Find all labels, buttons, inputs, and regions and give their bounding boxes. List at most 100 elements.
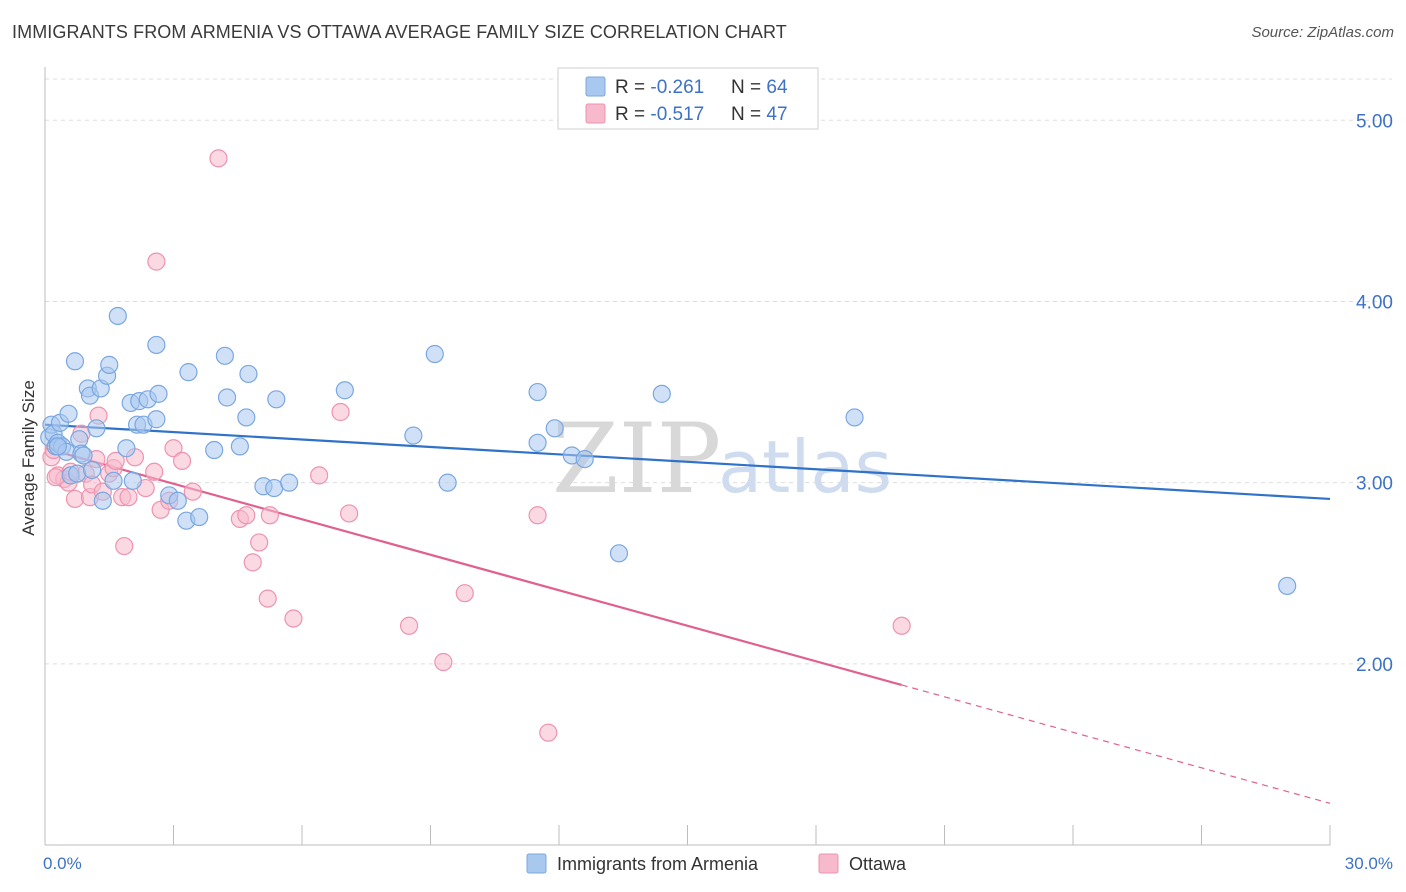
ottawa-point bbox=[243, 553, 262, 572]
ottawa-point bbox=[172, 451, 192, 471]
armenia-point bbox=[205, 440, 224, 460]
ottawa-point bbox=[260, 506, 279, 525]
ottawa-point bbox=[46, 468, 65, 487]
ottawa-point bbox=[455, 584, 474, 603]
armenia-point bbox=[267, 390, 286, 409]
ottawa-point bbox=[892, 616, 911, 635]
armenia-point bbox=[230, 437, 249, 456]
ottawa-point bbox=[145, 462, 164, 481]
svg-text:R = -0.517: R = -0.517 bbox=[615, 104, 704, 125]
armenia-point bbox=[74, 446, 93, 465]
ottawa-point bbox=[331, 402, 350, 422]
legend-r-label-2: R = bbox=[615, 104, 650, 125]
bottom-legend-swatch-ottawa bbox=[818, 853, 839, 874]
ottawa-point bbox=[237, 506, 256, 525]
ottawa-point bbox=[65, 489, 85, 509]
armenia-point bbox=[48, 437, 67, 456]
armenia-point bbox=[108, 306, 127, 326]
ottawa-point bbox=[147, 252, 166, 271]
armenia-point bbox=[528, 433, 547, 452]
stats-legend: R = -0.261 N = 64 R = -0.517 N = 47 bbox=[557, 67, 819, 130]
armenia-point bbox=[147, 335, 166, 355]
armenia-point bbox=[168, 491, 187, 510]
watermark-atlas: atlas bbox=[718, 425, 892, 509]
chart-title: IMMIGRANTS FROM ARMENIA VS OTTAWA AVERAG… bbox=[12, 22, 787, 42]
armenia-point bbox=[87, 419, 106, 438]
legend-r-value-1: -0.261 bbox=[650, 77, 704, 98]
armenia-point bbox=[239, 364, 258, 384]
armenia-trend-line bbox=[44, 423, 1331, 501]
armenia-point bbox=[845, 408, 864, 427]
x-tick-labels: 0.0% 30.0% bbox=[43, 854, 1393, 873]
y-tick-label: 4.00 bbox=[1356, 292, 1393, 313]
armenia-point bbox=[93, 491, 112, 510]
ottawa-point bbox=[183, 482, 202, 501]
y-tick-label: 5.00 bbox=[1356, 111, 1393, 132]
armenia-point bbox=[149, 384, 168, 403]
armenia-point bbox=[59, 404, 78, 423]
svg-text:N = 47: N = 47 bbox=[731, 104, 788, 125]
y-axis-label: Average Family Size bbox=[19, 380, 38, 536]
x-tick-label: 30.0% bbox=[1345, 854, 1393, 873]
legend-r-value-2: -0.517 bbox=[650, 104, 704, 125]
ottawa-point bbox=[340, 504, 359, 523]
source-label: Source: ZipAtlas.com bbox=[1251, 24, 1394, 41]
bottom-legend-swatch-armenia bbox=[526, 853, 547, 874]
legend-n-value-2: 47 bbox=[766, 104, 787, 125]
armenia-point bbox=[545, 419, 564, 438]
armenia-point bbox=[575, 449, 594, 469]
legend-r-label-1: R = bbox=[615, 77, 650, 98]
armenia-point bbox=[528, 382, 547, 402]
y-tick-label: 2.00 bbox=[1356, 655, 1393, 676]
armenia-point bbox=[215, 346, 234, 365]
armenia-point bbox=[404, 426, 423, 445]
svg-text:R = -0.261: R = -0.261 bbox=[615, 77, 704, 98]
armenia-point bbox=[652, 384, 671, 403]
armenia-point bbox=[179, 363, 198, 382]
legend-n-label-2: N = bbox=[731, 104, 766, 125]
y-tick-labels: 2.00 3.00 4.00 5.00 bbox=[1356, 111, 1393, 676]
ottawa-point bbox=[399, 616, 419, 635]
ottawa-point bbox=[164, 439, 183, 458]
ottawa-point bbox=[106, 451, 125, 471]
ottawa-point bbox=[539, 723, 558, 742]
ottawa-point bbox=[310, 466, 329, 485]
ottawa-point bbox=[119, 488, 138, 507]
armenia-points bbox=[40, 306, 1297, 596]
armenia-point bbox=[217, 388, 237, 407]
bottom-legend-label-armenia: Immigrants from Armenia bbox=[557, 854, 759, 874]
legend-swatch-ottawa bbox=[585, 103, 606, 124]
armenia-point bbox=[438, 473, 457, 492]
ottawa-point bbox=[434, 652, 453, 672]
armenia-point bbox=[100, 355, 119, 374]
series-legend: Immigrants from Armenia Ottawa bbox=[526, 853, 907, 874]
armenia-point bbox=[609, 544, 629, 563]
x-tick-label: 0.0% bbox=[43, 854, 82, 873]
armenia-point bbox=[237, 408, 256, 427]
ottawa-point bbox=[115, 536, 134, 556]
ottawa-trend-line-dashed bbox=[901, 684, 1331, 804]
armenia-point bbox=[280, 473, 299, 492]
armenia-point bbox=[117, 439, 136, 458]
armenia-point bbox=[68, 464, 87, 483]
ottawa-point bbox=[250, 533, 269, 552]
armenia-point bbox=[425, 344, 444, 364]
svg-text:N = 64: N = 64 bbox=[731, 77, 788, 98]
ottawa-point bbox=[209, 149, 228, 168]
armenia-point bbox=[147, 410, 166, 429]
armenia-point bbox=[65, 352, 85, 371]
legend-n-value-1: 64 bbox=[766, 77, 788, 98]
legend-swatch-armenia bbox=[585, 76, 606, 97]
ottawa-point bbox=[284, 609, 303, 628]
armenia-point bbox=[335, 381, 354, 400]
armenia-point bbox=[1278, 576, 1297, 596]
armenia-point bbox=[123, 471, 142, 490]
ottawa-point bbox=[258, 589, 277, 608]
armenia-point bbox=[83, 460, 102, 480]
bottom-legend-label-ottawa: Ottawa bbox=[849, 854, 907, 874]
legend-n-label-1: N = bbox=[731, 77, 766, 98]
armenia-point bbox=[190, 507, 209, 527]
armenia-point bbox=[104, 471, 123, 490]
ottawa-point bbox=[528, 506, 547, 525]
